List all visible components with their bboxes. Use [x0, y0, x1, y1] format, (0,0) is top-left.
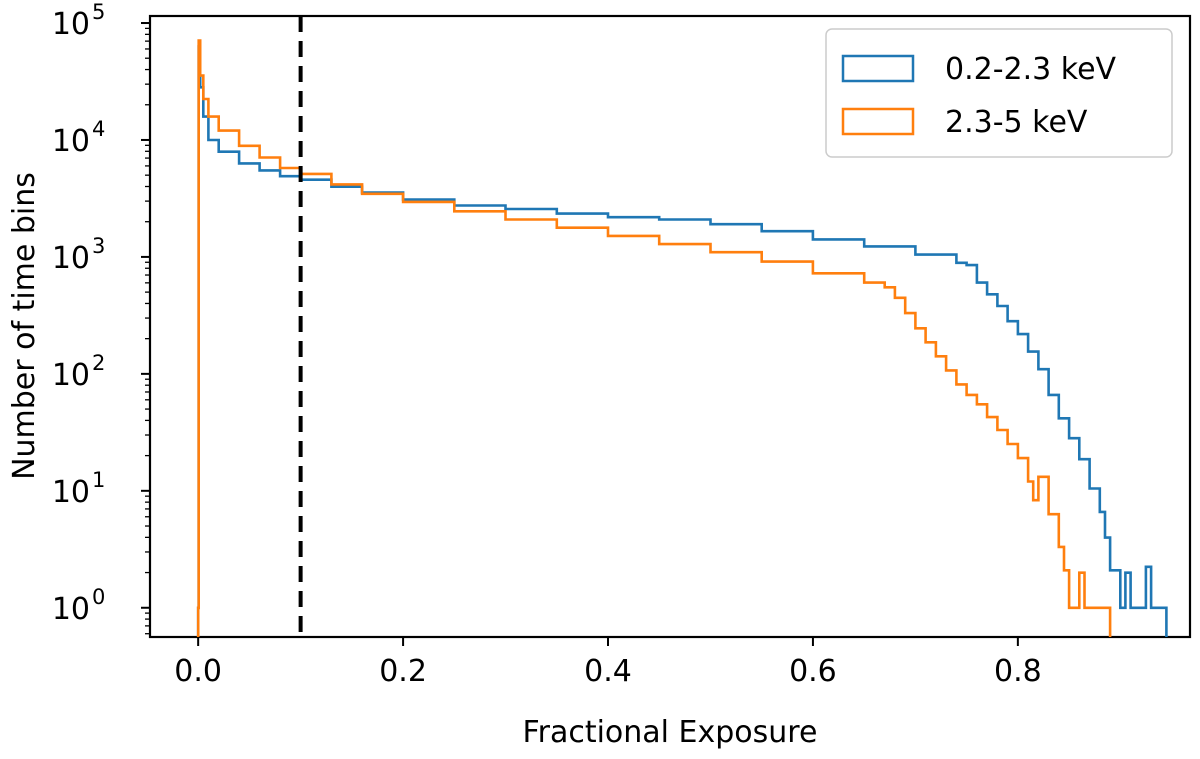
x-tick-label: 0.6 [789, 654, 837, 689]
legend-swatch-soft [841, 54, 915, 83]
y-tick-label: 10 [52, 7, 90, 42]
y-tick-exponent: 2 [92, 351, 105, 375]
legend-label-soft: 0.2-2.3 keV [945, 52, 1117, 87]
y-tick-label: 10 [52, 241, 90, 276]
y-tick-base: 10 [52, 7, 90, 42]
x-tick-label: 0.8 [994, 654, 1042, 689]
y-tick-label: 10 [52, 124, 90, 159]
y-tick-exponent: 3 [92, 234, 105, 258]
y-tick-base: 10 [52, 241, 90, 276]
x-tick-label: 0.2 [379, 654, 427, 689]
y-tick-exponent: 0 [92, 585, 105, 609]
series-line-0 [196, 45, 1168, 637]
legend-label-hard: 2.3-5 keV [945, 105, 1088, 140]
y-tick-base: 10 [52, 124, 90, 159]
legend: 0.2-2.3 keV 2.3-5 keV [825, 28, 1173, 158]
y-tick-base: 10 [52, 592, 90, 627]
y-tick-exponent: 5 [92, 0, 105, 24]
y-tick-label: 10 [52, 475, 90, 510]
x-tick-label: 0.4 [584, 654, 632, 689]
y-tick-exponent: 4 [92, 117, 105, 141]
y-tick-label: 10 [52, 358, 90, 393]
x-tick-label: 0.0 [174, 654, 222, 689]
x-axis-ticks: 0.0 0.2 0.4 0.6 0.8 [174, 637, 1042, 689]
y-tick-base: 10 [52, 475, 90, 510]
y-tick-label: 10 [52, 592, 90, 627]
x-axis-label: Fractional Exposure [523, 715, 818, 750]
series-layer [196, 39, 1168, 637]
legend-swatch-hard [841, 107, 915, 136]
y-tick-exponent: 1 [92, 468, 105, 492]
y-axis-label: Number of time bins [7, 172, 42, 480]
series-line-1 [196, 39, 1112, 637]
y-tick-base: 10 [52, 358, 90, 393]
